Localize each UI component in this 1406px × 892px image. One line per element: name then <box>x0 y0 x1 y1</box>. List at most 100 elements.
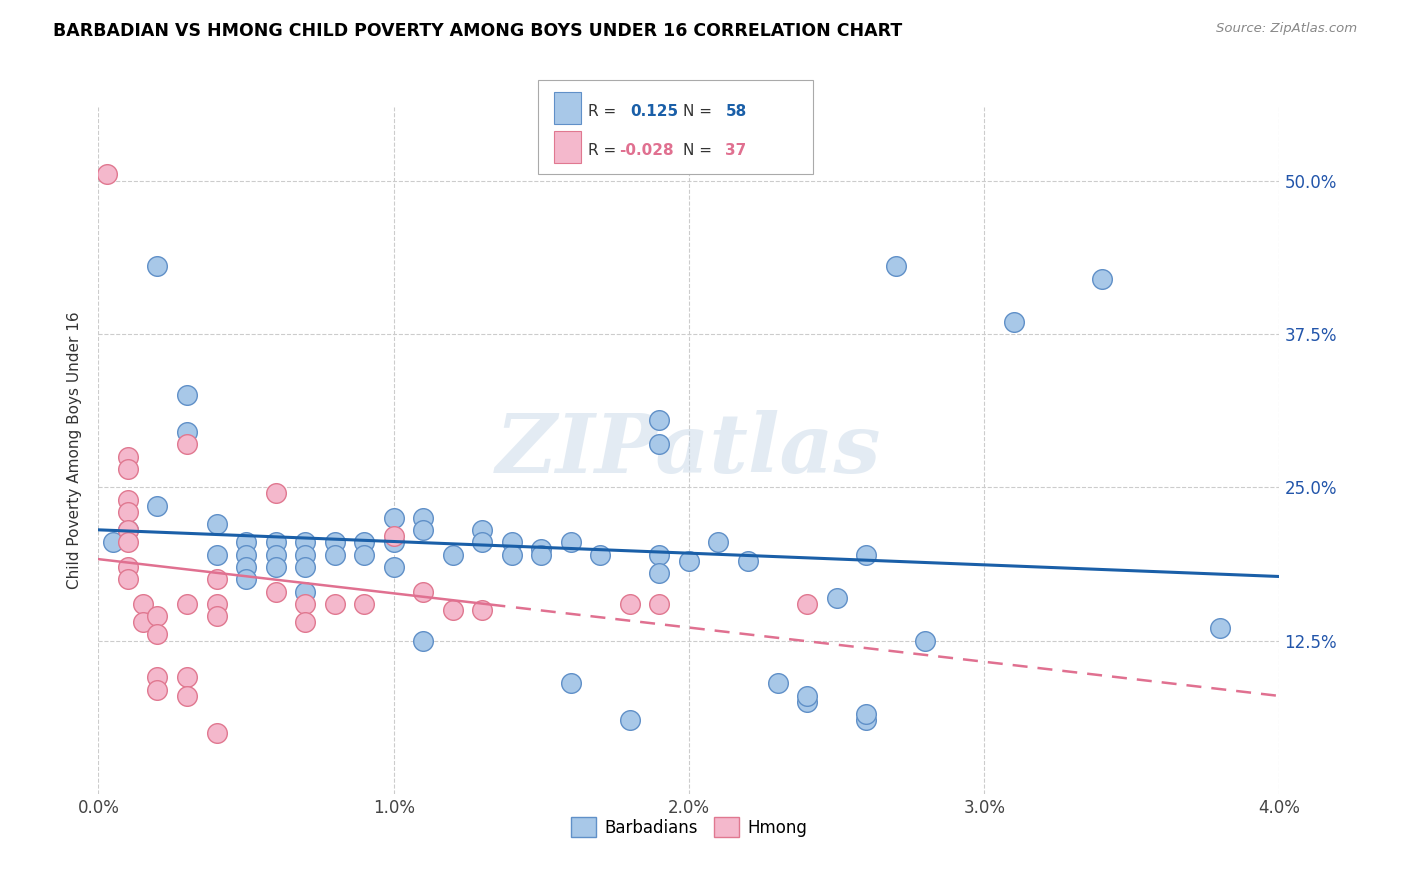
Point <box>619 714 641 728</box>
Point <box>619 597 641 611</box>
Point <box>855 707 877 722</box>
Text: R =: R = <box>588 104 621 120</box>
Point <box>648 597 671 611</box>
Text: -0.028: -0.028 <box>619 144 673 159</box>
Point <box>117 560 139 574</box>
Point <box>176 670 198 684</box>
Point <box>294 615 316 630</box>
Point <box>264 486 287 500</box>
Point <box>117 572 139 586</box>
Text: R =: R = <box>588 144 621 159</box>
Point <box>1091 271 1114 285</box>
Point <box>648 548 671 562</box>
Point <box>205 609 228 624</box>
Point <box>132 597 155 611</box>
Point <box>117 492 139 507</box>
Point <box>471 603 494 617</box>
Point <box>353 597 375 611</box>
Point <box>353 548 375 562</box>
Point <box>205 725 228 739</box>
Point <box>412 511 434 525</box>
Point <box>146 499 169 513</box>
Point <box>678 554 700 568</box>
Point <box>471 535 494 549</box>
Text: 58: 58 <box>725 104 747 120</box>
Point <box>294 597 316 611</box>
Text: N =: N = <box>683 144 717 159</box>
Point <box>501 535 523 549</box>
Point <box>117 535 139 549</box>
Text: Source: ZipAtlas.com: Source: ZipAtlas.com <box>1216 22 1357 36</box>
Point <box>855 548 877 562</box>
Point <box>560 676 582 690</box>
Point <box>294 535 316 549</box>
Point <box>412 633 434 648</box>
Point <box>914 633 936 648</box>
Point <box>294 584 316 599</box>
Point <box>146 627 169 641</box>
Point <box>353 535 375 549</box>
Point <box>235 560 257 574</box>
Point <box>205 572 228 586</box>
Point <box>176 689 198 703</box>
Point <box>264 548 287 562</box>
Point <box>132 615 155 630</box>
Text: 37: 37 <box>725 144 747 159</box>
Point <box>530 541 553 556</box>
Point <box>648 566 671 581</box>
Point <box>235 535 257 549</box>
Point <box>146 682 169 697</box>
Legend: Barbadians, Hmong: Barbadians, Hmong <box>564 810 814 844</box>
Point <box>96 168 118 182</box>
Point <box>796 695 818 709</box>
Point <box>382 535 405 549</box>
Point <box>235 572 257 586</box>
Point <box>412 584 434 599</box>
Point <box>205 597 228 611</box>
Point <box>264 560 287 574</box>
Point <box>1002 315 1025 329</box>
Point <box>766 676 789 690</box>
Point <box>294 560 316 574</box>
Point <box>412 523 434 537</box>
Text: ZIPatlas: ZIPatlas <box>496 410 882 491</box>
Point <box>884 260 907 274</box>
Point <box>825 591 848 605</box>
Point <box>737 554 759 568</box>
Point <box>382 511 405 525</box>
Point <box>117 523 139 537</box>
Point <box>176 425 198 439</box>
Point <box>323 597 346 611</box>
Point <box>176 437 198 451</box>
Point <box>441 603 464 617</box>
Point <box>103 535 125 549</box>
Point <box>117 523 139 537</box>
Point <box>441 548 464 562</box>
Point <box>560 535 582 549</box>
Point <box>117 450 139 464</box>
Point <box>382 560 405 574</box>
Point <box>648 437 671 451</box>
Point <box>501 548 523 562</box>
Point <box>707 535 730 549</box>
Point <box>117 462 139 476</box>
Point <box>323 548 346 562</box>
Point <box>855 714 877 728</box>
Point <box>117 505 139 519</box>
Point <box>294 548 316 562</box>
Point <box>146 609 169 624</box>
Point <box>264 535 287 549</box>
Point <box>471 523 494 537</box>
Point <box>176 597 198 611</box>
Text: BARBADIAN VS HMONG CHILD POVERTY AMONG BOYS UNDER 16 CORRELATION CHART: BARBADIAN VS HMONG CHILD POVERTY AMONG B… <box>53 22 903 40</box>
Point <box>796 689 818 703</box>
Point <box>264 584 287 599</box>
Point <box>589 548 612 562</box>
Point <box>235 548 257 562</box>
Text: N =: N = <box>683 104 717 120</box>
Y-axis label: Child Poverty Among Boys Under 16: Child Poverty Among Boys Under 16 <box>67 311 83 590</box>
Point <box>146 260 169 274</box>
Point <box>382 529 405 543</box>
Text: 0.125: 0.125 <box>630 104 678 120</box>
Point <box>1209 621 1232 635</box>
